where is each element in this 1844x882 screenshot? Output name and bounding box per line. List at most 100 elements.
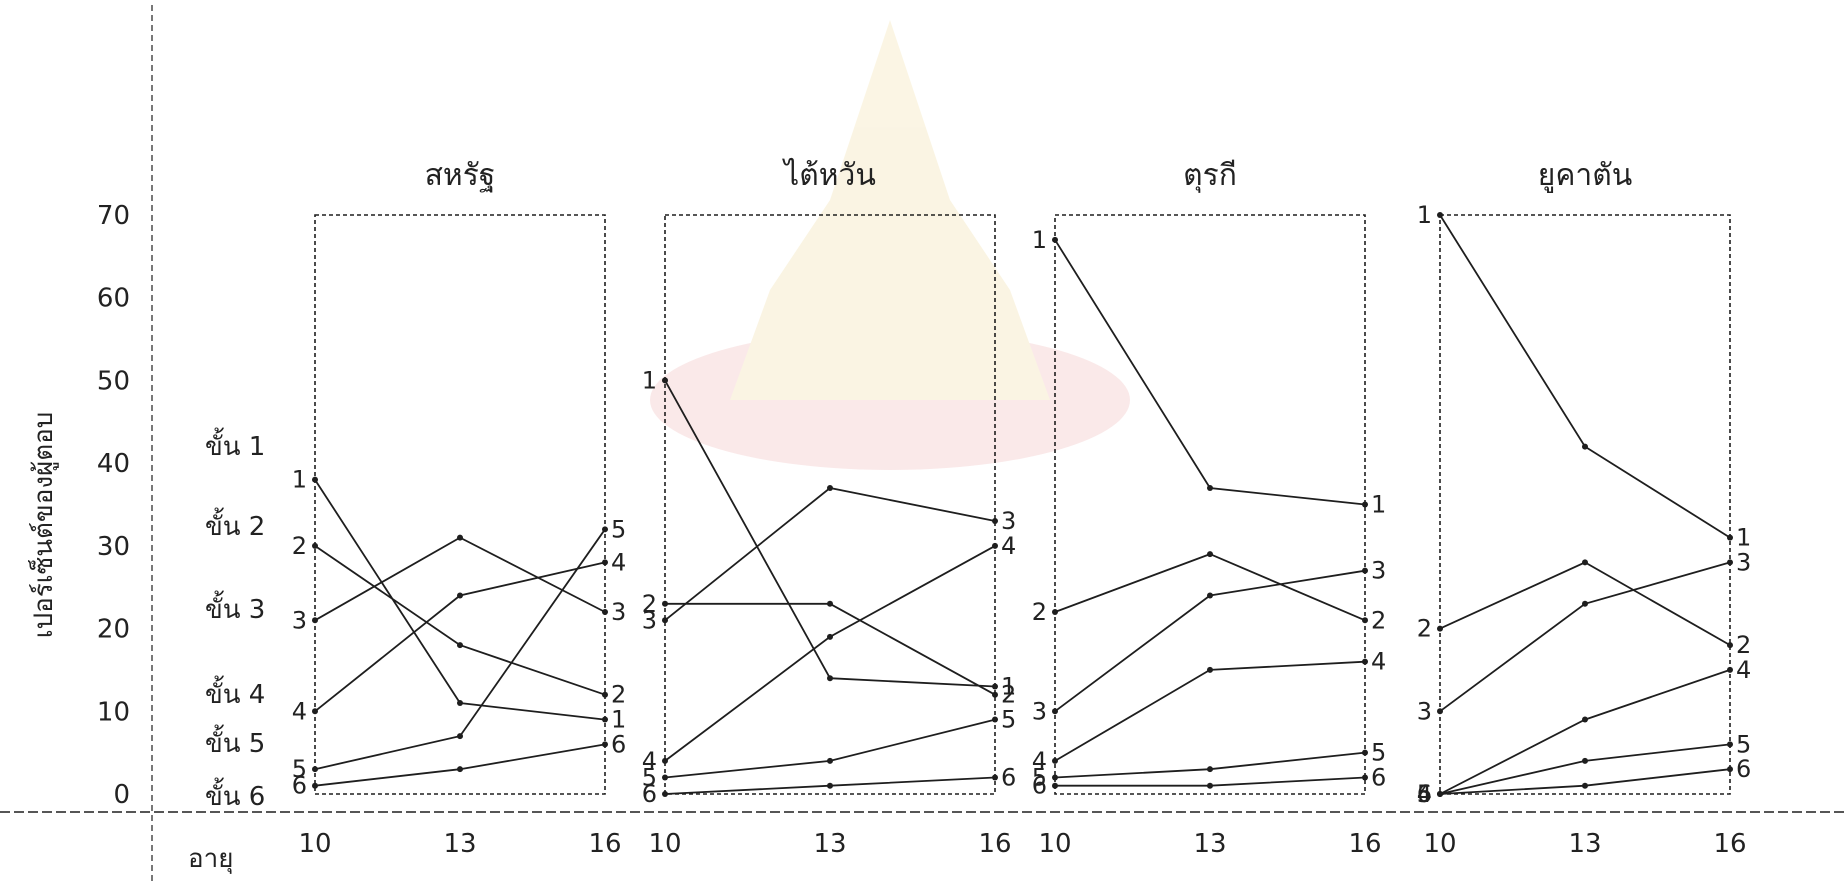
x-tick-label: 16	[1348, 829, 1381, 859]
data-point	[1582, 782, 1588, 789]
data-point	[827, 484, 833, 491]
series-line	[1054, 751, 1366, 779]
x-tick-label: 13	[443, 829, 476, 859]
x-tick-label: 10	[298, 829, 331, 859]
data-point	[1437, 791, 1443, 797]
data-point	[602, 741, 608, 748]
series-start-label: 2	[642, 590, 657, 618]
panel-title: ตุรกี	[1183, 158, 1237, 194]
x-axis-label: อายุ	[188, 844, 233, 874]
data-point	[1437, 708, 1443, 715]
data-point	[1362, 658, 1368, 665]
series-start-label: 6	[642, 780, 657, 808]
series-start-label: 1	[292, 466, 307, 494]
data-point	[457, 534, 463, 541]
series-start-label: 4	[642, 747, 657, 775]
series-line	[314, 743, 606, 787]
panel-title: สหรัฐ	[425, 158, 496, 193]
series-start-label: 4	[292, 697, 307, 725]
data-point	[457, 700, 463, 707]
panel-frame	[664, 214, 996, 795]
data-point	[1362, 501, 1368, 508]
series-start-label: 1	[642, 366, 657, 394]
data-point	[827, 633, 833, 640]
data-point	[1207, 484, 1213, 491]
series-line	[314, 536, 606, 622]
data-point	[992, 774, 998, 781]
data-point	[602, 691, 608, 698]
y-tick-labels: 0 10 20 30 40 50 60 70	[97, 201, 130, 810]
stage-label: ขั้น 3	[205, 590, 265, 625]
data-point	[457, 733, 463, 740]
series-end-label: 5	[1001, 706, 1016, 734]
series-start-label: 6	[1417, 780, 1432, 808]
data-point	[602, 526, 608, 533]
data-point	[457, 592, 463, 599]
data-point	[662, 791, 668, 797]
data-point	[1207, 766, 1213, 773]
data-point	[312, 617, 318, 624]
data-point	[1362, 567, 1368, 574]
data-point	[1727, 766, 1733, 773]
stage-label: ขั้น 1	[205, 427, 265, 462]
series-start-label: 4	[1417, 780, 1432, 808]
x-tick-label: 13	[1193, 829, 1226, 859]
data-point	[1052, 782, 1058, 789]
data-point	[1582, 559, 1588, 566]
series-start-label: 5	[292, 755, 307, 783]
data-point	[457, 642, 463, 649]
x-tick-label: 10	[648, 829, 681, 859]
data-point	[1582, 716, 1588, 723]
data-point	[312, 476, 318, 483]
series-end-label: 6	[611, 730, 626, 758]
data-point	[1727, 666, 1733, 673]
series-line	[1439, 669, 1731, 795]
series-start-label: 3	[1032, 697, 1047, 725]
data-point	[992, 716, 998, 723]
series-line	[314, 561, 606, 713]
data-point	[1582, 600, 1588, 607]
data-point	[1052, 609, 1058, 616]
series-end-label: 2	[1001, 681, 1016, 709]
data-point	[827, 782, 833, 789]
data-point	[1362, 774, 1368, 781]
x-tick-label: 13	[1568, 829, 1601, 859]
y-tick-label: 50	[97, 366, 130, 396]
series-start-label: 3	[292, 606, 307, 634]
data-point	[1582, 757, 1588, 764]
stage-label: ขั้น 5	[205, 724, 265, 759]
x-tick-label: 16	[1713, 829, 1746, 859]
series-line	[1054, 569, 1366, 713]
series-end-label: 1	[1001, 672, 1016, 700]
series-start-label: 3	[642, 606, 657, 634]
data-point	[1052, 236, 1058, 243]
data-point	[992, 518, 998, 525]
series-line	[1439, 214, 1731, 539]
watermark-seal	[650, 20, 1130, 470]
data-point	[662, 377, 668, 384]
series-end-label: 3	[1736, 548, 1751, 576]
series-line	[664, 718, 996, 779]
data-point	[312, 766, 318, 773]
y-tick-label: 70	[97, 201, 130, 231]
series-start-label: 5	[1032, 763, 1047, 791]
x-tick-label: 10	[1423, 829, 1456, 859]
stage-labels: ขั้น 1 ขั้น 2 ขั้น 3 ขั้น 4 ขั้น 5 ขั้น 6	[205, 427, 265, 812]
series-end-label: 3	[1001, 507, 1016, 535]
data-point	[992, 542, 998, 549]
series-end-label: 5	[611, 515, 626, 543]
data-point	[1207, 782, 1213, 789]
series-start-label: 1	[1417, 201, 1432, 229]
panel-title: ยูคาตัน	[1538, 158, 1632, 193]
data-point	[1727, 534, 1733, 541]
series-end-label: 2	[1371, 606, 1386, 634]
series-end-label: 6	[1001, 763, 1016, 791]
data-point	[1207, 592, 1213, 599]
series-start-label: 2	[1417, 615, 1432, 643]
stage-label: ขั้น 2	[205, 507, 265, 542]
